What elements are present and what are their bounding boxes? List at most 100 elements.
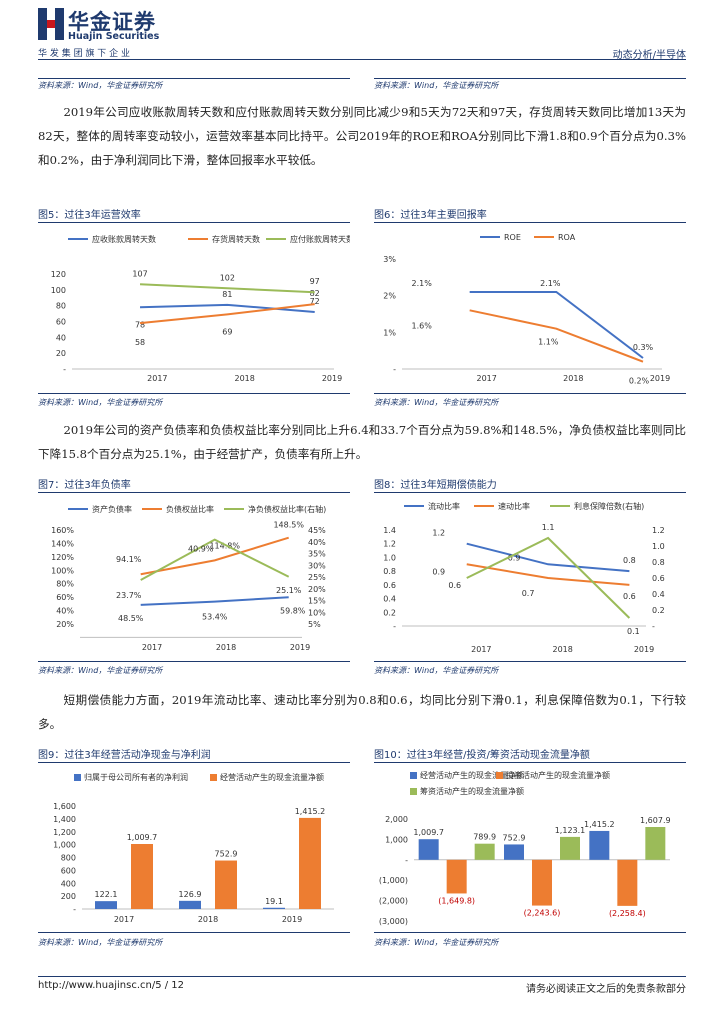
fig5-series-2-label-2: 97: [310, 277, 320, 286]
fig8-ytick-4: 0.8: [383, 567, 396, 576]
fig10-series-0-bar-1: [504, 844, 524, 860]
figure-9-top-rule: [38, 762, 350, 763]
figure-7-chart: 20% 40% 60% 80% 100% 120% 140% 160% 5% 10% 15% 20% 2…: [51, 504, 326, 652]
fig6-series-0-label-2: 0.3%: [633, 343, 654, 352]
fig10-ytick-1: (2,000): [379, 897, 408, 906]
fig8-legend-label-1: 速动比率: [498, 501, 530, 511]
fig9-ytick-5: 1,000: [53, 841, 76, 850]
fig6-xtick-0: 2017: [476, 374, 496, 383]
fig10-legend-label-1: 投资活动产生的现金流量净额: [506, 770, 610, 780]
fig9-xtick-0: 2017: [114, 915, 134, 924]
fig6-ytick-1: 1%: [383, 328, 396, 337]
brand-name-en: Huajin Securities: [68, 31, 160, 42]
figure-9-source: 资料来源：Wind，华金证券研究所: [38, 938, 163, 947]
fig5-series-1-label-2: 82: [310, 289, 320, 298]
fig7-ytick-5: 120%: [51, 553, 74, 562]
fig7-y2tick-3: 20%: [308, 585, 326, 594]
fig7-series-2-line: [140, 538, 290, 581]
fig8-ytick-7: 1.4: [383, 526, 396, 535]
figure-8-top-rule: [374, 492, 686, 493]
fig5-xtick-1: 2018: [234, 374, 254, 383]
fig5-ytick-2: 40: [56, 333, 66, 342]
fig5-series-2-line: [139, 283, 315, 294]
fig7-series-1-label-2: 148.5%: [273, 521, 304, 530]
fig8-ytick-3: 0.6: [383, 581, 396, 590]
figure-7-bottom-rule: [38, 661, 350, 662]
top-source-right: 资料来源：Wind，华金证券研究所: [374, 81, 499, 90]
fig5-series-1-label-1: 69: [222, 327, 232, 336]
fig7-y2tick-4: 25%: [308, 573, 326, 582]
brand-name-cn: 华金证券: [68, 10, 156, 34]
fig9-series-0-bar-0: [95, 901, 117, 909]
figure-8-source: 资料来源：Wind，华金证券研究所: [374, 666, 499, 675]
fig9-ytick-8: 1,600: [53, 802, 76, 811]
fig8-series-2-label-0: 0.6: [448, 581, 461, 590]
fig9-ytick-0: -: [73, 905, 76, 914]
fig7-y2tick-6: 35%: [308, 550, 326, 559]
fig9-ytick-1: 200: [61, 892, 76, 901]
fig10-series-1-label-0: (1,649.8): [438, 896, 475, 905]
fig6-series-1-line: [469, 309, 644, 363]
footer-url-page[interactable]: http://www.huajinsc.cn/5 / 12: [38, 980, 185, 991]
fig8-series-2-label-1: 1.1: [542, 523, 555, 532]
fig7-xtick-0: 2017: [142, 643, 162, 652]
fig7-y2tick-2: 15%: [308, 597, 326, 606]
fig9-ytick-6: 1,200: [53, 828, 76, 837]
fig7-legend-label-1: 负债权益比率: [166, 504, 214, 514]
fig7-series-0-label-2: 59.8%: [280, 606, 306, 615]
fig7-legend-label-0: 资产负债率: [92, 504, 132, 514]
fig7-y2tick-8: 45%: [308, 526, 326, 535]
figure-8-title: 图8：过往3年短期偿债能力: [374, 480, 497, 491]
fig9-ytick-4: 800: [61, 854, 76, 863]
fig9-series-0-label-1: 126.9: [179, 890, 202, 899]
fig10-series-0-label-1: 752.9: [503, 833, 526, 842]
fig6-legend-label-0: ROE: [504, 233, 521, 242]
fig8-ytick-5: 1.0: [383, 553, 396, 562]
fig10-series-0-bar-2: [589, 830, 610, 860]
fig7-ytick-7: 160%: [51, 526, 74, 535]
fig10-ytick-5: 2,000: [385, 815, 408, 824]
fig6-xtick-1: 2018: [563, 374, 583, 383]
fig5-xtick-0: 2017: [147, 374, 167, 383]
figure-10-source: 资料来源：Wind，华金证券研究所: [374, 938, 499, 947]
paragraph-2-text: 2019年公司的资产负债率和负债权益比率分别同比上升6.4和33.7个百分点为5…: [38, 423, 686, 461]
fig10-ytick-3: -: [405, 856, 408, 865]
fig8-series-1-label-2: 0.6: [623, 592, 636, 601]
top-source-rule-right: [374, 78, 686, 79]
fig10-legend-swatch-0: [410, 772, 417, 779]
paragraph-3-text: 短期偿债能力方面，2019年流动比率、速动比率分别为0.8和0.6，均同比分别下…: [38, 693, 686, 731]
fig5-ytick-4: 80: [56, 302, 66, 311]
fig5-series-0-label-1: 81: [222, 290, 232, 299]
figure-9-title: 图9：过往3年经营活动净现金与净利润: [38, 750, 211, 761]
top-source-left: 资料来源：Wind，华金证券研究所: [38, 81, 163, 90]
fig8-legend-label-0: 流动比率: [428, 501, 460, 511]
fig5-ytick-5: 100: [51, 286, 66, 295]
fig5-legend-label-1: 存货周转天数: [212, 234, 260, 244]
fig8-xtick-1: 2018: [552, 645, 572, 654]
fig7-y2tick-7: 40%: [308, 538, 326, 547]
figure-9-chart: - 200 400 600 800 1,000 1,200 1,400 1,600 2017 201…: [53, 772, 334, 924]
figure-6-source: 资料来源：Wind，华金证券研究所: [374, 398, 499, 407]
fig9-legend-label-0: 归属于母公司所有者的净利润: [84, 772, 188, 782]
fig7-series-0-label-0: 48.5%: [118, 614, 144, 623]
fig8-ytick-1: 0.2: [383, 608, 396, 617]
figure-5-top-rule: [38, 222, 350, 223]
fig7-ytick-0: 20%: [56, 620, 74, 629]
fig10-ytick-4: 1,000: [385, 835, 408, 844]
fig10-series-2-bar-0: [474, 843, 495, 860]
fig9-series-1-bar-2: [299, 817, 321, 909]
header-rule: [38, 59, 686, 60]
figure-5-chart: - 20 40 60 80 100 120 2017 2018 2019 78 81 72 58 69 82 1…: [51, 234, 350, 383]
fig9-series-1-label-2: 1,415.2: [295, 807, 326, 816]
fig7-y2tick-1: 10%: [308, 608, 326, 617]
fig7-series-2-label-2: 25.1%: [276, 586, 302, 595]
fig10-series-2-label-0: 789.9: [473, 833, 496, 842]
fig10-series-2-label-1: 1,123.1: [555, 826, 586, 835]
fig9-ytick-2: 400: [61, 879, 76, 888]
fig9-series-0-bar-1: [179, 900, 201, 909]
fig8-y2tick-5: 1.0: [652, 542, 665, 551]
fig8-xtick-0: 2017: [471, 645, 491, 654]
fig5-series-0-label-2: 72: [310, 297, 320, 306]
figure-7-top-rule: [38, 492, 350, 493]
fig7-ytick-6: 140%: [51, 539, 74, 548]
